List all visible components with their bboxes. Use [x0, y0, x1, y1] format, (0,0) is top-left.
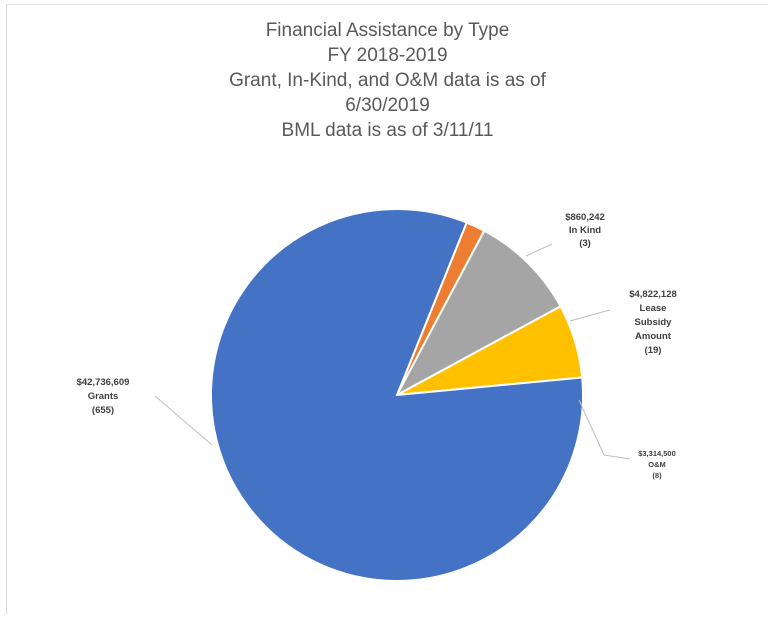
data-label-inkind-line-2: In Kind	[569, 225, 601, 236]
title-line-1: Financial Assistance by Type	[265, 20, 510, 41]
data-label-om-line-1: $3,314,500	[638, 449, 676, 458]
leader-line-lease	[569, 309, 611, 322]
leader-line-inkind	[525, 243, 553, 257]
pie-slice-grants	[210, 208, 584, 582]
title-line-3: Grant, In-Kind, and O&M data is as of	[229, 70, 546, 91]
title-line-5: BML data is as of 3/11/11	[281, 120, 494, 141]
pie-slice-lease	[394, 229, 562, 398]
data-label-om-line-3: (8)	[652, 471, 662, 480]
chart-title: Financial Assistance by Type FY 2018-201…	[0, 18, 775, 143]
data-label-lease-line-5: (19)	[645, 345, 662, 356]
leader-line-om	[578, 399, 631, 460]
leader-line-grants	[154, 395, 213, 446]
data-label-grants-line-2: Grants	[88, 391, 119, 402]
data-label-inkind-line-3: (3)	[579, 238, 591, 249]
data-label-lease: $4,822,128 Lease Subsidy Amount (19)	[629, 289, 677, 356]
data-label-inkind: $860,242 In Kind (3)	[565, 212, 605, 249]
data-label-lease-line-2: Lease	[640, 303, 667, 314]
data-label-lease-line-1: $4,822,128	[629, 289, 677, 300]
title-line-2: FY 2018-2019	[327, 45, 448, 66]
data-label-grants-line-1: $42,736,609	[77, 377, 130, 388]
data-label-om-line-2: O&M	[648, 460, 666, 469]
data-label-grants: $42,736,609 Grants (655)	[77, 377, 130, 416]
data-label-inkind-line-1: $860,242	[565, 212, 605, 223]
data-label-om: $3,314,500 O&M (8)	[638, 449, 676, 480]
data-label-lease-line-4: Amount	[635, 331, 672, 342]
title-line-4: 6/30/2019	[345, 95, 430, 116]
data-label-grants-line-3: (655)	[92, 405, 114, 416]
chart-frame	[6, 4, 768, 614]
data-label-lease-line-3: Subsidy	[635, 317, 673, 328]
